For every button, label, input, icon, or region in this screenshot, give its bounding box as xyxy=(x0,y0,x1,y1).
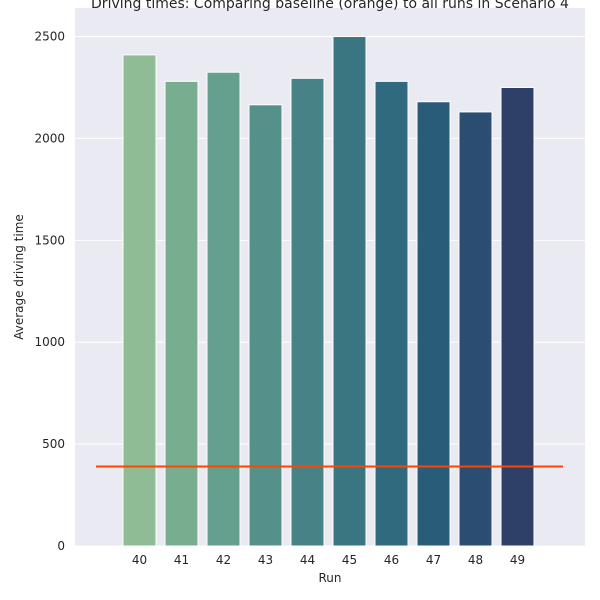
bar-46 xyxy=(374,80,409,547)
x-tick-label: 44 xyxy=(300,553,315,567)
y-tick-label: 2500 xyxy=(34,30,65,44)
x-tick-label: 43 xyxy=(258,553,273,567)
bar-44 xyxy=(290,77,325,547)
x-ticks: 40 41 42 43 44 45 46 47 48 49 xyxy=(132,553,525,567)
bar-41 xyxy=(164,80,199,547)
bars xyxy=(122,36,535,547)
x-tick-label: 48 xyxy=(468,553,483,567)
y-tick-label: 2000 xyxy=(34,131,65,145)
bar-43 xyxy=(248,104,283,547)
y-tick-label: 0 xyxy=(57,539,65,553)
x-tick-label: 47 xyxy=(426,553,441,567)
bar-47 xyxy=(416,101,451,547)
grid-lines xyxy=(75,36,585,547)
y-tick-label: 1000 xyxy=(34,335,65,349)
chart-title: Driving times: Comparing baseline (orang… xyxy=(91,0,569,12)
y-ticks: 0 500 1000 1500 2000 2500 xyxy=(34,30,65,553)
y-axis-label: Average driving time xyxy=(12,214,26,340)
plot-background xyxy=(75,8,585,546)
bar-40 xyxy=(122,54,157,547)
x-tick-label: 41 xyxy=(174,553,189,567)
bar-42 xyxy=(206,71,241,547)
y-tick-label: 500 xyxy=(42,437,65,451)
bar-48 xyxy=(458,111,493,547)
x-tick-label: 45 xyxy=(342,553,357,567)
x-axis-label: Run xyxy=(318,571,341,585)
bar-45 xyxy=(332,36,367,547)
x-tick-label: 42 xyxy=(216,553,231,567)
bar-49 xyxy=(500,86,535,547)
y-tick-label: 1500 xyxy=(34,233,65,247)
x-tick-label: 40 xyxy=(132,553,147,567)
x-tick-label: 49 xyxy=(510,553,525,567)
x-tick-label: 46 xyxy=(384,553,399,567)
